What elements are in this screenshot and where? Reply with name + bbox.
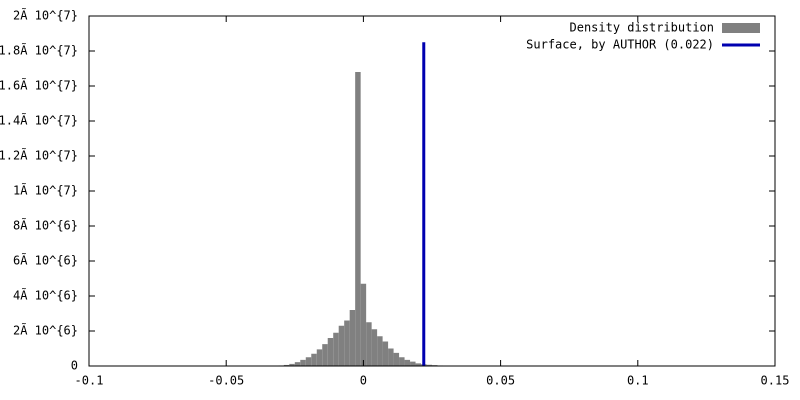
- histogram-bar: [366, 322, 372, 366]
- legend-label: Surface, by AUTHOR (0.022): [526, 38, 714, 52]
- histogram-bar: [316, 349, 323, 366]
- histogram-bar: [289, 363, 295, 366]
- x-tick-label: 0.15: [761, 374, 790, 388]
- histogram-bar: [322, 344, 328, 366]
- y-tick-label: 1.6Ã 10^{7}: [0, 78, 78, 93]
- histogram-bar: [404, 359, 411, 366]
- histogram-bar: [355, 72, 361, 366]
- histogram-bar: [338, 325, 345, 366]
- histogram-bar: [344, 320, 350, 366]
- y-tick-label: 1.2Ã 10^{7}: [0, 148, 78, 163]
- legend-label: Density distribution: [570, 21, 715, 35]
- x-tick-label: 0.1: [627, 374, 649, 388]
- histogram-bar: [371, 329, 378, 366]
- histogram-bar: [393, 352, 400, 366]
- x-tick-label: -0.05: [208, 374, 244, 388]
- histogram-bar: [300, 359, 306, 366]
- x-tick-label: 0: [360, 374, 367, 388]
- histogram-bar: [349, 310, 356, 366]
- legend-swatch: [722, 23, 760, 33]
- histogram-bar: [426, 364, 432, 366]
- histogram-bar: [327, 338, 334, 366]
- y-tick-label: 2Ã 10^{7}: [13, 8, 78, 23]
- histogram-bar: [305, 357, 312, 366]
- y-tick-label: 1.4Ã 10^{7}: [0, 113, 78, 128]
- histogram-bar: [415, 363, 422, 366]
- histogram-bar: [360, 283, 367, 366]
- y-tick-label: 1Ã 10^{7}: [13, 183, 78, 198]
- histogram-bar: [377, 336, 383, 366]
- y-tick-label: 8Ã 10^{6}: [13, 218, 78, 233]
- histogram-bar: [333, 332, 339, 366]
- y-tick-label: 4Ã 10^{6}: [13, 288, 78, 303]
- x-tick-label: 0.05: [486, 374, 515, 388]
- y-tick-label: 1.8Ã 10^{7}: [0, 43, 78, 58]
- histogram-bar: [311, 353, 317, 366]
- histogram-bar: [382, 341, 389, 366]
- histogram-bar: [294, 362, 301, 366]
- histogram-bar: [388, 348, 394, 366]
- y-tick-label: 2Ã 10^{6}: [13, 323, 78, 338]
- histogram-bar: [410, 361, 416, 366]
- y-tick-label: 6Ã 10^{6}: [13, 253, 78, 268]
- histogram-bar: [283, 364, 290, 366]
- y-tick-label: 0: [71, 359, 78, 373]
- histogram-bar: [399, 357, 405, 366]
- x-tick-label: -0.1: [75, 374, 104, 388]
